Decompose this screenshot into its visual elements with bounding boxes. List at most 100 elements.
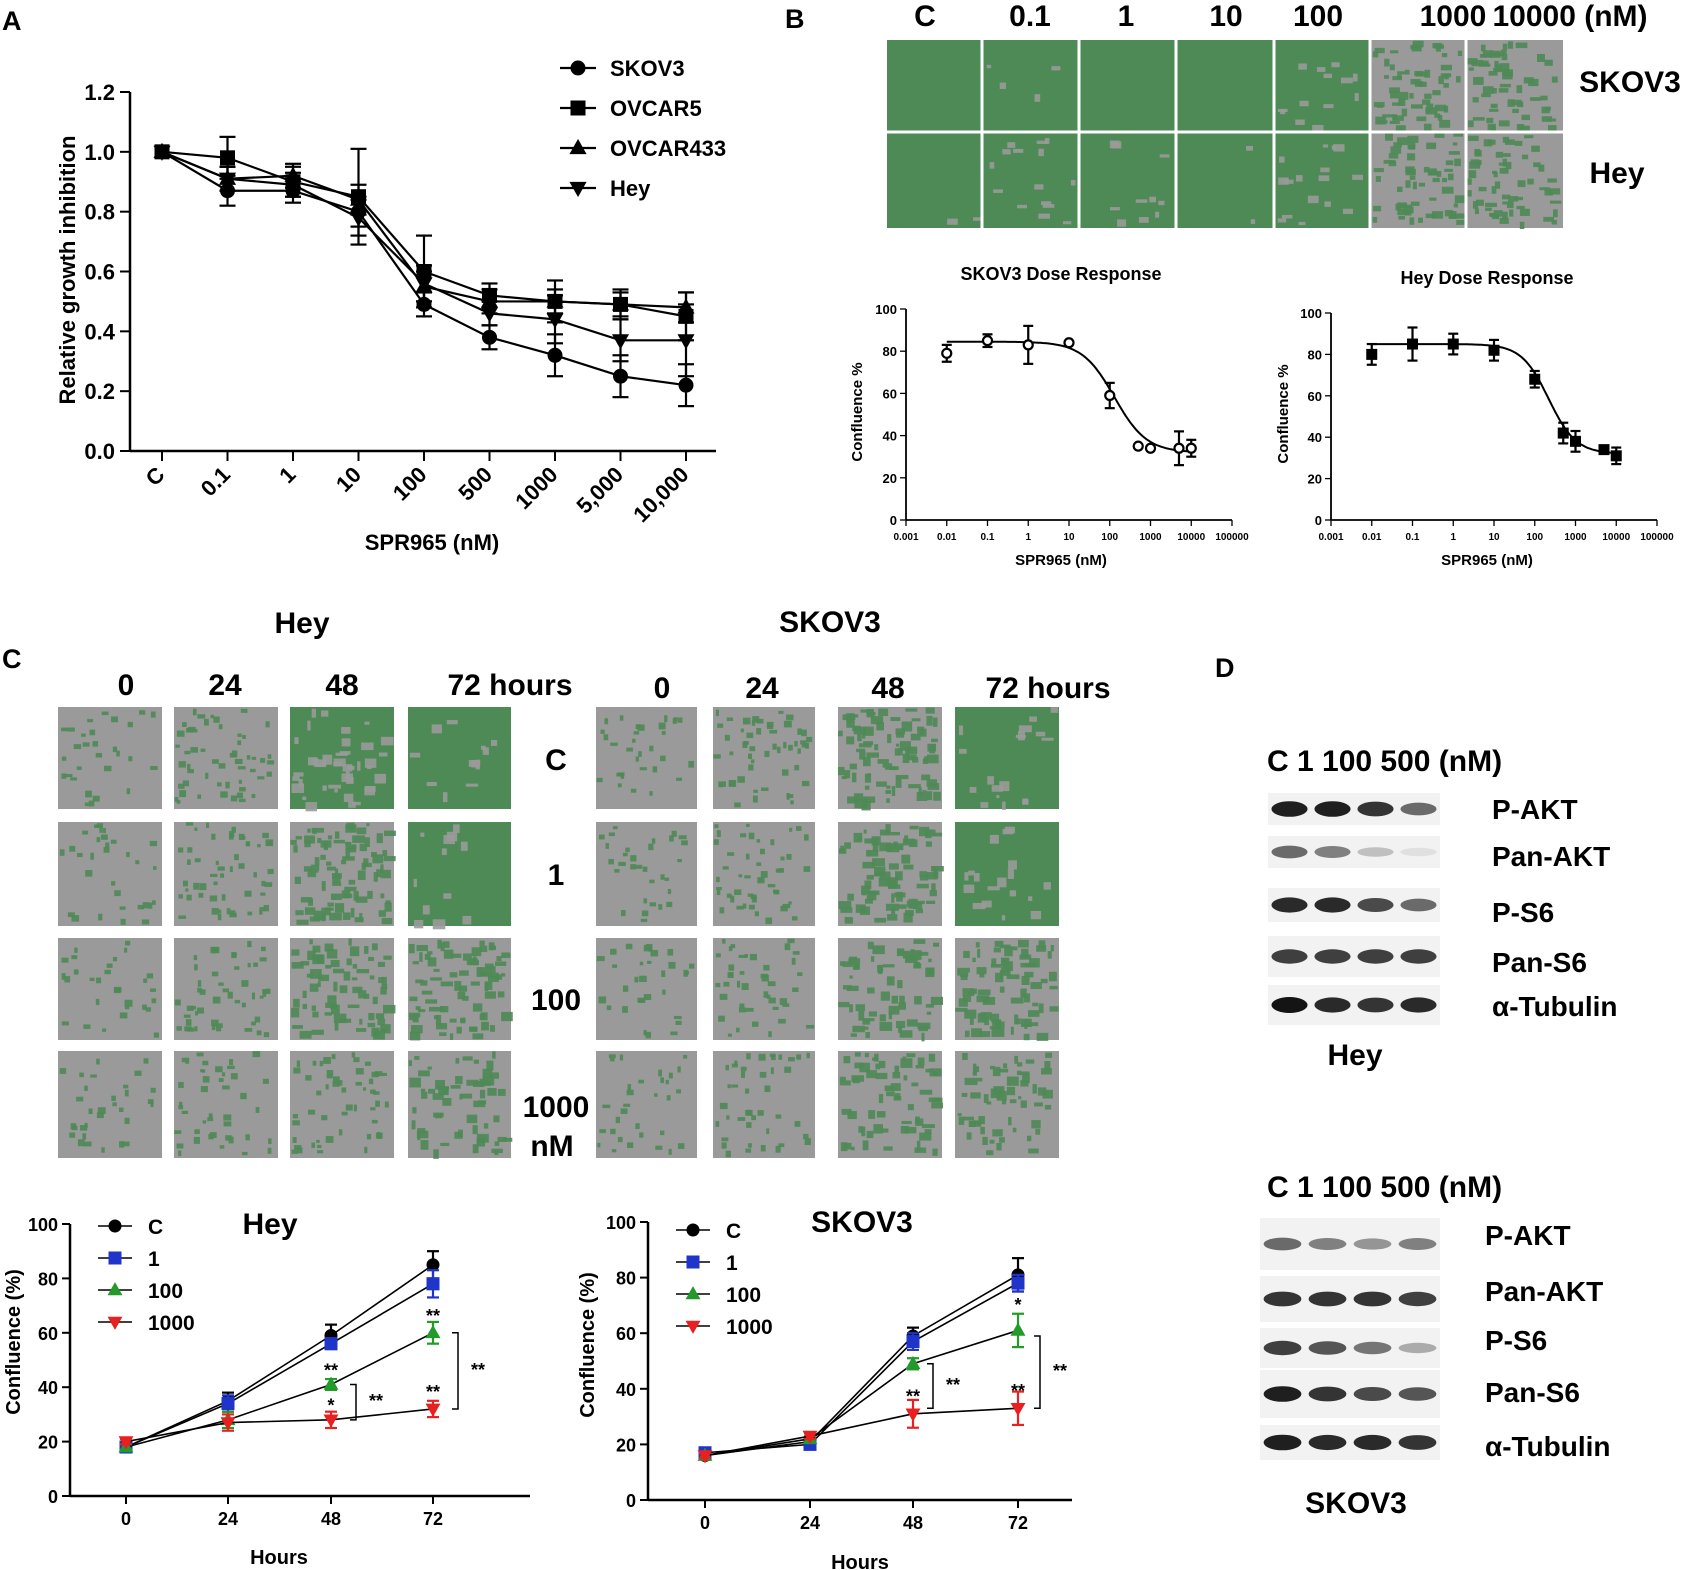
cell-speck	[745, 1148, 752, 1153]
cell-speck	[359, 843, 367, 852]
cell-speck	[1044, 1061, 1051, 1071]
cell-speck	[497, 1136, 507, 1143]
cell-speck	[1246, 145, 1253, 151]
cell-speck	[761, 787, 769, 791]
time-series-100	[118, 1320, 441, 1453]
cell-speck	[186, 894, 192, 901]
cell-speck	[745, 823, 750, 827]
cell-speck	[1002, 801, 1006, 811]
cell-speck	[721, 1142, 727, 1149]
cell-speck	[718, 1015, 725, 1022]
cell-speck	[371, 852, 377, 858]
cell-speck	[883, 1146, 893, 1151]
cell-speck	[205, 772, 209, 780]
cell-speck	[346, 777, 354, 784]
cell-speck	[999, 1137, 1005, 1143]
cell-speck	[374, 1071, 383, 1077]
cell-speck	[803, 1133, 809, 1140]
cell-speck	[501, 1011, 513, 1022]
cell-speck	[1062, 221, 1072, 225]
cell-speck	[439, 1032, 447, 1037]
blot-protein-label: Pan-S6	[1492, 947, 1587, 978]
panel-b-micrograph	[1079, 40, 1176, 132]
cell-speck	[455, 1057, 460, 1064]
cell-speck	[119, 1141, 125, 1148]
cell-speck	[1469, 161, 1481, 169]
blot-band	[1398, 1238, 1437, 1250]
cell-speck	[414, 1055, 420, 1060]
time-y-tick-label: 80	[616, 1269, 636, 1289]
cell-speck	[1003, 1063, 1008, 1069]
cell-speck	[71, 915, 80, 922]
panel-b-row-label: Hey	[1589, 157, 1644, 190]
cell-speck	[1109, 207, 1120, 211]
cell-speck	[964, 1030, 970, 1038]
cell-speck	[854, 1052, 861, 1057]
cell-speck	[903, 1075, 908, 1081]
cell-speck	[327, 995, 337, 1003]
cell-speck	[635, 756, 639, 762]
cell-speck	[1375, 175, 1381, 182]
cell-speck	[327, 902, 334, 907]
cell-speck	[456, 1026, 462, 1034]
cell-speck	[197, 987, 202, 993]
cell-speck	[333, 1013, 347, 1024]
cell-speck	[253, 872, 257, 878]
significance-mark: **	[906, 1387, 920, 1407]
time-series-1000	[697, 1390, 1026, 1464]
cell-speck	[843, 1055, 851, 1064]
cell-speck	[267, 760, 275, 765]
cell-speck	[381, 984, 388, 990]
cell-speck	[610, 1058, 615, 1062]
cell-speck	[852, 714, 859, 718]
cell-speck	[864, 898, 873, 904]
cell-speck	[355, 1068, 364, 1075]
cell-speck	[840, 961, 844, 966]
cell-speck	[1409, 93, 1414, 99]
cell-speck	[1511, 99, 1522, 106]
cell-speck	[660, 1077, 664, 1084]
cell-speck	[864, 785, 870, 790]
cell-speck	[724, 734, 730, 741]
cell-speck	[931, 738, 938, 743]
cell-speck	[1036, 1032, 1049, 1041]
cell-speck	[1011, 946, 1018, 951]
cell-speck	[1491, 186, 1497, 194]
cell-speck	[659, 1130, 665, 1136]
dose-x-tick-label: 0.01	[1362, 532, 1382, 543]
time-point	[802, 1430, 818, 1444]
cell-speck	[1478, 63, 1491, 67]
time-x-tick-label: 72	[1008, 1513, 1028, 1533]
blot-protein-label: α-Tubulin	[1492, 991, 1618, 1022]
cell-speck	[102, 827, 106, 834]
cell-speck	[440, 942, 445, 952]
cell-speck	[178, 1081, 184, 1088]
cell-speck	[1401, 108, 1408, 117]
cell-speck	[878, 1094, 884, 1104]
cell-speck	[783, 741, 787, 749]
cell-speck	[643, 898, 648, 904]
cell-speck	[723, 981, 730, 987]
cell-speck	[229, 912, 237, 918]
cell-speck	[364, 1061, 371, 1066]
cell-speck	[267, 754, 272, 759]
blot-band	[1271, 845, 1308, 859]
cell-speck	[734, 802, 741, 808]
cell-speck	[794, 1121, 801, 1127]
cell-speck	[850, 1033, 857, 1037]
cell-speck	[962, 1052, 968, 1061]
cell-speck	[213, 716, 220, 723]
cell-speck	[82, 830, 89, 835]
cell-speck	[416, 944, 428, 952]
cell-speck	[150, 711, 156, 718]
cell-speck	[932, 717, 938, 727]
cell-speck	[915, 1118, 924, 1126]
cell-speck	[926, 754, 939, 764]
blot-protein-label: P-AKT	[1492, 794, 1578, 825]
cell-speck	[94, 824, 100, 828]
cell-speck	[234, 758, 243, 765]
significance-mark: *	[1014, 1295, 1021, 1315]
cell-speck	[728, 964, 735, 971]
cell-speck	[96, 823, 104, 828]
micrograph-background	[596, 1051, 697, 1158]
